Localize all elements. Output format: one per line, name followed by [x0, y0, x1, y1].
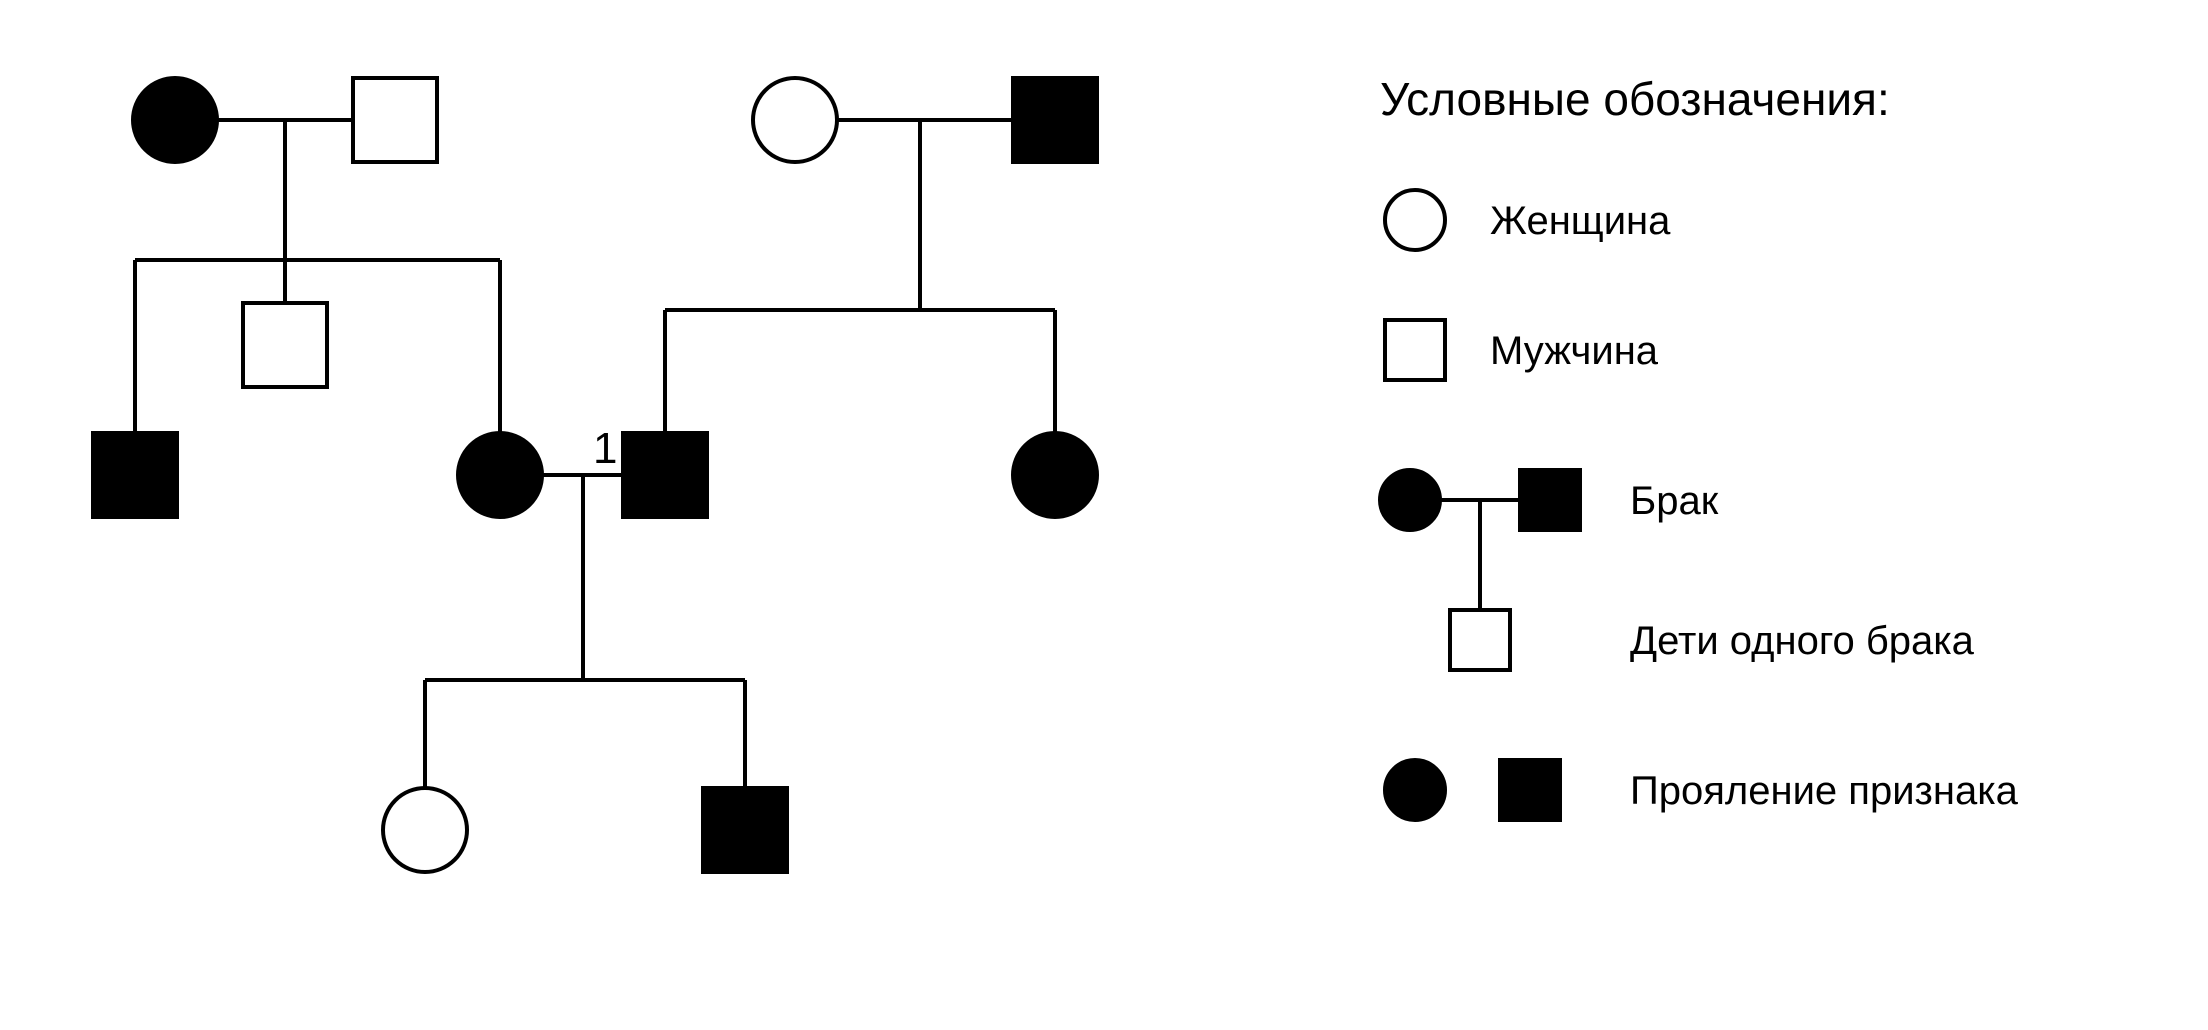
pedigree-male [93, 433, 177, 517]
pedigree-male [1013, 78, 1097, 162]
pedigree-female [133, 78, 217, 162]
marriage-label: 1 [593, 424, 617, 473]
pedigree-female [383, 788, 467, 872]
legend-item: Прояление признака [1385, 760, 2019, 820]
legend-item: Женщина [1385, 190, 1671, 250]
pedigree-female [753, 78, 837, 162]
legend-item: Брак [1380, 470, 1719, 575]
pedigree-female [458, 433, 542, 517]
legend-affected-female-icon [1385, 760, 1445, 820]
legend-label: Прояление признака [1630, 769, 2019, 813]
legend-label: Дети одного брака [1630, 619, 1975, 663]
legend-female-filled-icon [1380, 470, 1440, 530]
legend-title: Условные обозначения: [1380, 73, 1890, 125]
pedigree-female [1013, 433, 1097, 517]
legend-label: Женщина [1490, 199, 1671, 243]
pedigree-male [243, 303, 327, 387]
legend-item: Дети одного брака [1450, 545, 1975, 670]
legend-label: Мужчина [1490, 329, 1659, 373]
legend-affected-male-icon [1500, 760, 1560, 820]
legend-item: Мужчина [1385, 320, 1659, 380]
pedigree-male [703, 788, 787, 872]
legend-child-icon [1450, 610, 1510, 670]
legend-male-icon [1385, 320, 1445, 380]
pedigree-male [623, 433, 707, 517]
legend-female-icon [1385, 190, 1445, 250]
legend-male-filled-icon [1520, 470, 1580, 530]
legend-label: Брак [1630, 479, 1719, 523]
pedigree-male [353, 78, 437, 162]
